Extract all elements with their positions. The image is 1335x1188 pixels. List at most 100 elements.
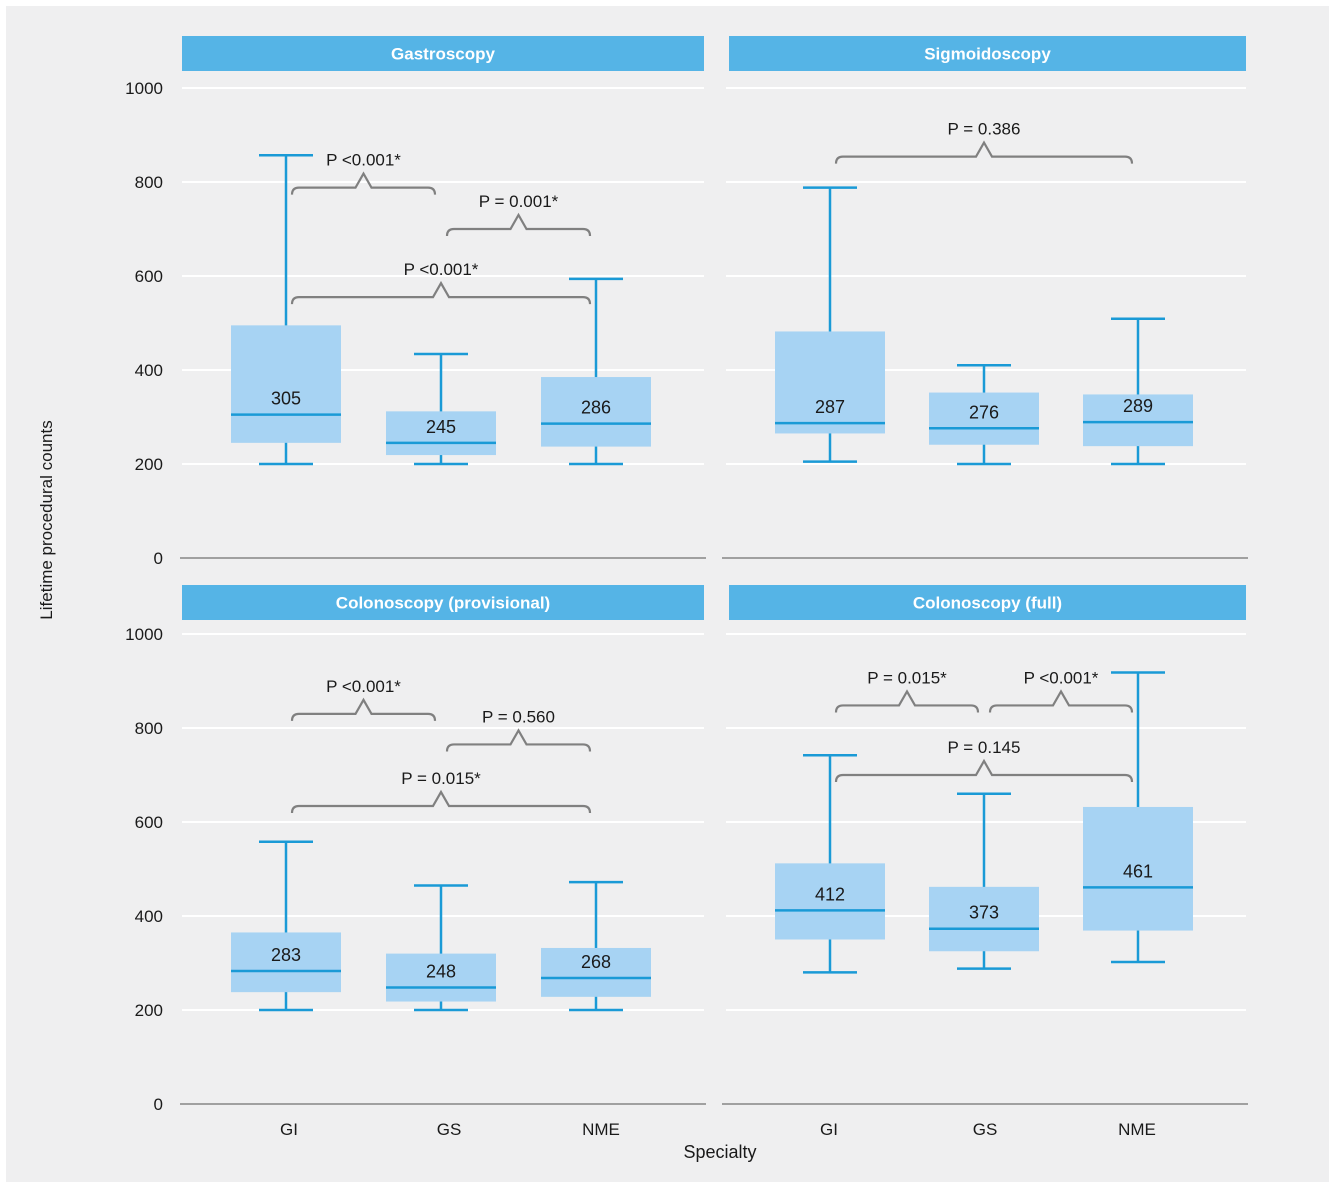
box-gi: 305	[231, 153, 341, 466]
comparison-p-value: P = 0.560	[482, 707, 555, 726]
y-tick-label: 800	[135, 173, 163, 192]
median-label: 287	[815, 397, 845, 417]
comparison-gi-nme: P <0.001*	[290, 260, 592, 305]
comparison-bracket	[988, 689, 1134, 713]
comparison-p-value: P = 0.001*	[479, 192, 559, 211]
panel-strip	[182, 585, 704, 620]
comparison-bracket	[290, 697, 437, 721]
median-label: 283	[271, 945, 301, 965]
comparison-bracket	[290, 171, 437, 195]
panel-colonoscopy-provisional: Colonoscopy (provisional) 0 200 400 600 800 10…	[125, 585, 706, 1139]
median-label: 373	[969, 903, 999, 923]
median-label: 286	[581, 398, 611, 418]
y-tick-label: 0	[154, 1095, 163, 1114]
box-nme: 289	[1083, 317, 1193, 466]
panel-title: Gastroscopy	[391, 45, 495, 64]
comparison-gs-nme: P <0.001*	[988, 668, 1134, 713]
median-label: 248	[426, 961, 456, 981]
y-tick-label: 400	[135, 361, 163, 380]
comparison-p-value: P <0.001*	[1024, 668, 1099, 687]
box-iqr	[386, 953, 496, 1002]
box-iqr	[1083, 394, 1193, 447]
comparison-gs-nme: P = 0.001*	[445, 192, 592, 237]
comparison-bracket	[834, 689, 980, 713]
box-iqr	[386, 411, 496, 456]
box-iqr	[1083, 806, 1193, 931]
panel-sigmoidoscopy: Sigmoidoscopy 287 276 289 P = 0.386	[722, 36, 1248, 559]
comparison-p-value: P = 0.015*	[401, 769, 481, 788]
x-tick-label: GI	[820, 1120, 838, 1139]
median-label: 289	[1123, 396, 1153, 416]
y-axis-title: Lifetime procedural counts	[37, 420, 56, 619]
panel-strip	[182, 36, 704, 71]
x-tick-label: GS	[973, 1120, 998, 1139]
comparison-p-value: P <0.001*	[404, 260, 479, 279]
box-iqr	[231, 325, 341, 443]
box-gi: 412	[775, 754, 885, 974]
box-gs: 276	[929, 364, 1039, 466]
box-nme: 268	[541, 880, 651, 1012]
box-iqr	[541, 947, 651, 997]
y-tick-label: 1000	[125, 625, 163, 644]
box-iqr	[541, 377, 651, 447]
comparison-p-value: P <0.001*	[326, 151, 401, 170]
box-nme: 461	[1083, 671, 1193, 964]
comparison-bracket	[290, 789, 592, 814]
x-tick-label: GI	[280, 1120, 298, 1139]
y-tick-label: 200	[135, 1001, 163, 1020]
x-tick-label: GS	[437, 1120, 462, 1139]
box-iqr	[775, 331, 885, 434]
panel-title: Sigmoidoscopy	[924, 45, 1051, 64]
comparison-bracket	[290, 280, 592, 305]
y-tick-label: 600	[135, 813, 163, 832]
median-label: 276	[969, 402, 999, 422]
comparison-gi-gs: P <0.001*	[290, 677, 437, 721]
comparison-p-value: P = 0.386	[948, 120, 1021, 139]
comparison-p-value: P = 0.015*	[867, 668, 947, 687]
box-iqr	[929, 392, 1039, 445]
median-label: 268	[581, 952, 611, 972]
median-label: 305	[271, 389, 301, 409]
panel-title: Colonoscopy (provisional)	[336, 594, 550, 613]
comparison-bracket	[834, 140, 1134, 164]
panel-strip	[729, 36, 1246, 71]
x-tick-label: NME	[1118, 1120, 1156, 1139]
comparison-p-value: P = 0.145	[948, 738, 1021, 757]
box-iqr	[775, 863, 885, 940]
box-nme: 286	[541, 277, 651, 466]
box-gs: 245	[386, 352, 496, 466]
y-tick-label: 600	[135, 267, 163, 286]
box-iqr	[231, 932, 341, 993]
box-iqr	[929, 886, 1039, 952]
y-tick-label: 400	[135, 907, 163, 926]
comparison-bracket	[445, 728, 592, 752]
panel-gastroscopy: Gastroscopy 0 200 400 600 800 1000 305 245 286 P <…	[125, 36, 706, 568]
comparison-gi-nme: P = 0.386	[834, 120, 1134, 164]
comparison-gi-gs: P = 0.015*	[834, 668, 980, 713]
median-label: 245	[426, 417, 456, 437]
comparison-bracket	[834, 758, 1134, 783]
comparison-bracket	[445, 212, 592, 237]
x-tick-label: NME	[582, 1120, 620, 1139]
comparison-gs-nme: P = 0.560	[445, 707, 592, 752]
comparison-gi-nme: P = 0.145	[834, 738, 1134, 783]
box-gi: 287	[775, 186, 885, 463]
panel-title: Colonoscopy (full)	[913, 594, 1062, 613]
x-axis-title: Specialty	[683, 1142, 756, 1162]
y-tick-label: 1000	[125, 79, 163, 98]
median-label: 412	[815, 884, 845, 904]
y-tick-label: 200	[135, 455, 163, 474]
box-gi: 283	[231, 840, 341, 1012]
median-label: 461	[1123, 861, 1153, 881]
comparison-gi-gs: P <0.001*	[290, 151, 437, 195]
panel-colonoscopy-full: Colonoscopy (full) 412 373 461 P = 0.015* P <…	[722, 585, 1248, 1139]
box-gs: 373	[929, 792, 1039, 970]
box-gs: 248	[386, 884, 496, 1012]
comparison-p-value: P <0.001*	[326, 677, 401, 696]
y-tick-label: 0	[154, 549, 163, 568]
y-tick-label: 800	[135, 719, 163, 738]
comparison-gi-nme: P = 0.015*	[290, 769, 592, 814]
panel-strip	[729, 585, 1246, 620]
